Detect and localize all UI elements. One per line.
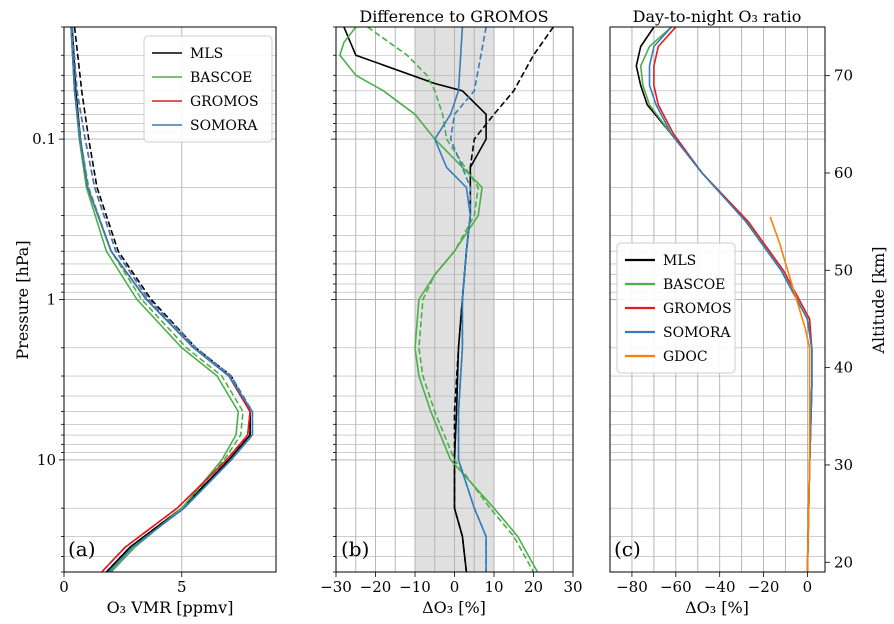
panel-c-legend-box bbox=[616, 242, 736, 374]
panel-c-xlabel: ΔO₃ [%] bbox=[685, 598, 749, 617]
panel-a-series bbox=[70, 27, 254, 572]
panel-a-ylabel: Pressure [hPa] bbox=[13, 240, 32, 359]
panel-a: 0 5 0.1 1 10 (a) O₃ VMR [ppmv] Pressure [hPa… bbox=[13, 26, 277, 617]
panel-c-xtick-label: 0 bbox=[803, 578, 813, 596]
panel-b-title: Difference to GROMOS bbox=[359, 7, 548, 26]
panel-a-legend-label-gromos: GROMOS bbox=[190, 94, 259, 110]
panel-b-series-mls-dashed-1 bbox=[453, 27, 554, 572]
panel-c-series-somora-solid-3 bbox=[648, 27, 813, 572]
panel-a-legend-label-bascoe: BASCOE bbox=[190, 70, 252, 86]
panel-c-legend-label-bascoe: BASCOE bbox=[663, 277, 725, 293]
panel-a-legend: MLS BASCOE GROMOS SOMORA bbox=[143, 35, 273, 143]
panel-b-xtick-label: −10 bbox=[399, 578, 431, 596]
panel-a-xtick-label: 0 bbox=[59, 578, 69, 596]
panel-a-legend-label-mls: MLS bbox=[190, 46, 223, 62]
panel-c-series bbox=[635, 27, 813, 572]
panel-c-title: Day-to-night O₃ ratio bbox=[633, 7, 802, 26]
panel-a-ytick-label: 0.1 bbox=[32, 130, 56, 148]
panel-b-xtick-label: 20 bbox=[524, 578, 543, 596]
panel-b-label: (b) bbox=[341, 537, 369, 561]
panel-a-label: (a) bbox=[68, 537, 96, 561]
panel-a-legend-label-somora: SOMORA bbox=[190, 118, 258, 134]
panel-c-legend: MLS BASCOE GROMOS SOMORA GDOC bbox=[616, 242, 736, 374]
panel-c-ytick-label: 60 bbox=[834, 164, 853, 182]
panel-a-series-somora-dashed-7 bbox=[71, 27, 254, 572]
panel-b-series bbox=[339, 27, 554, 572]
panel-c-ytick-label: 40 bbox=[834, 359, 853, 377]
panel-b-xtick-label: 30 bbox=[563, 578, 582, 596]
panel-c-ticks: −80 −60 −40 −20 0 20 30 40 50 60 70 bbox=[616, 67, 853, 596]
panel-b-xtick-label: −30 bbox=[320, 578, 352, 596]
panel-c-xtick-label: −80 bbox=[616, 578, 648, 596]
panel-c-ytick-label: 50 bbox=[834, 261, 853, 279]
panel-c-ylabel-right: Altitude [km] bbox=[869, 246, 888, 354]
panel-b-xlabel: ΔO₃ [%] bbox=[422, 598, 486, 617]
panel-a-xtick-label: 5 bbox=[177, 578, 187, 596]
panel-a-grid bbox=[63, 26, 276, 573]
panel-b-xtick-label: 0 bbox=[450, 578, 460, 596]
panel-c-series-gdoc-solid-4 bbox=[769, 216, 811, 572]
panel-c-frame bbox=[609, 26, 826, 573]
panel-c-ytick-label: 30 bbox=[834, 456, 853, 474]
panel-b-ticks: −30 −20 −10 0 10 20 30 bbox=[320, 26, 583, 596]
panel-b-xtick-label: 10 bbox=[484, 578, 503, 596]
panel-c-ytick-label: 70 bbox=[834, 67, 853, 85]
panel-c-legend-label-gromos: GROMOS bbox=[663, 301, 732, 317]
panel-c-legend-label-mls: MLS bbox=[663, 253, 696, 269]
panel-a-ytick-label: 1 bbox=[46, 291, 56, 309]
panel-c-xtick-label: −40 bbox=[704, 578, 736, 596]
panel-c: −80 −60 −40 −20 0 20 30 40 50 60 70 (c) Day-to-nig… bbox=[609, 7, 888, 617]
panel-a-ytick-label: 10 bbox=[37, 451, 56, 469]
panel-a-ticks: 0 5 0.1 1 10 bbox=[32, 26, 187, 596]
panel-c-xtick-label: −60 bbox=[660, 578, 692, 596]
panel-c-legend-label-somora: SOMORA bbox=[663, 325, 731, 341]
panel-c-xtick-label: −20 bbox=[748, 578, 780, 596]
panel-b-series-somora-dashed-5 bbox=[449, 27, 487, 572]
panel-c-legend-label-gdoc: GDOC bbox=[663, 349, 708, 365]
panel-a-legend-box bbox=[143, 35, 273, 143]
panel-a-xlabel: O₃ VMR [ppmv] bbox=[107, 598, 234, 617]
panel-b: −30 −20 −10 0 10 20 30 (b) Difference to GROMO… bbox=[320, 7, 582, 617]
panel-c-ytick-label: 20 bbox=[834, 553, 853, 571]
panel-b-xtick-label: −20 bbox=[360, 578, 392, 596]
panel-c-label: (c) bbox=[614, 537, 641, 561]
